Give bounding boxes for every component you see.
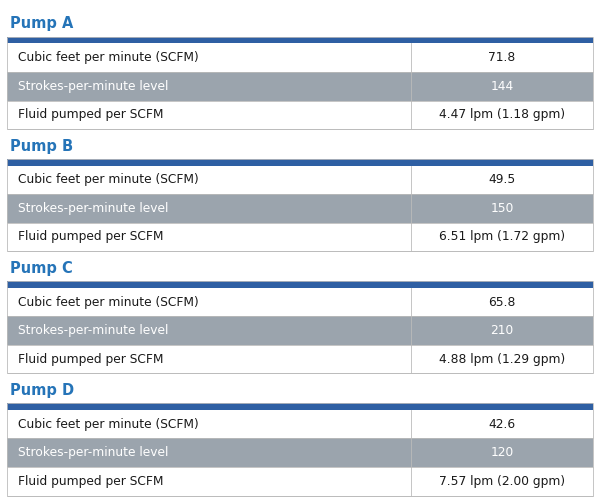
Bar (7, 223, 593, 251)
Bar (7, 281, 593, 288)
Text: 42.6: 42.6 (488, 418, 515, 431)
Bar (7, 166, 593, 194)
Text: 4.47 lpm (1.18 gpm): 4.47 lpm (1.18 gpm) (439, 109, 565, 122)
Text: Pump C: Pump C (10, 261, 73, 276)
Text: Cubic feet per minute (SCFM): Cubic feet per minute (SCFM) (18, 51, 199, 64)
Text: 71.8: 71.8 (488, 51, 515, 64)
Text: Strokes-per-minute level: Strokes-per-minute level (18, 324, 169, 337)
Bar (7, 43, 593, 72)
Text: 210: 210 (490, 324, 514, 337)
Text: 120: 120 (490, 446, 514, 459)
Text: Fluid pumped per SCFM: Fluid pumped per SCFM (18, 475, 163, 488)
Text: Cubic feet per minute (SCFM): Cubic feet per minute (SCFM) (18, 418, 199, 431)
Text: Fluid pumped per SCFM: Fluid pumped per SCFM (18, 231, 163, 244)
Text: Fluid pumped per SCFM: Fluid pumped per SCFM (18, 353, 163, 366)
Text: 6.51 lpm (1.72 gpm): 6.51 lpm (1.72 gpm) (439, 231, 565, 244)
Text: Strokes-per-minute level: Strokes-per-minute level (18, 446, 169, 459)
Bar (7, 316, 593, 345)
Text: Pump D: Pump D (10, 383, 74, 398)
Text: Strokes-per-minute level: Strokes-per-minute level (18, 80, 169, 93)
Text: Pump B: Pump B (10, 138, 73, 153)
Text: 4.88 lpm (1.29 gpm): 4.88 lpm (1.29 gpm) (439, 353, 565, 366)
Text: 7.57 lpm (2.00 gpm): 7.57 lpm (2.00 gpm) (439, 475, 565, 488)
Bar (7, 37, 593, 43)
Bar (7, 410, 593, 438)
Bar (7, 159, 593, 166)
Bar (7, 288, 593, 316)
Text: Cubic feet per minute (SCFM): Cubic feet per minute (SCFM) (18, 295, 199, 309)
Text: Fluid pumped per SCFM: Fluid pumped per SCFM (18, 109, 163, 122)
Bar (7, 345, 593, 374)
Text: 65.8: 65.8 (488, 295, 515, 309)
Text: 49.5: 49.5 (488, 173, 515, 186)
Bar (7, 438, 593, 467)
Bar (7, 101, 593, 129)
Text: Cubic feet per minute (SCFM): Cubic feet per minute (SCFM) (18, 173, 199, 186)
Text: Pump A: Pump A (10, 16, 74, 31)
Text: Strokes-per-minute level: Strokes-per-minute level (18, 202, 169, 215)
Text: 144: 144 (490, 80, 514, 93)
Bar (7, 403, 593, 410)
Bar (7, 194, 593, 223)
Bar (7, 72, 593, 101)
Bar (7, 467, 593, 496)
Text: 150: 150 (490, 202, 514, 215)
